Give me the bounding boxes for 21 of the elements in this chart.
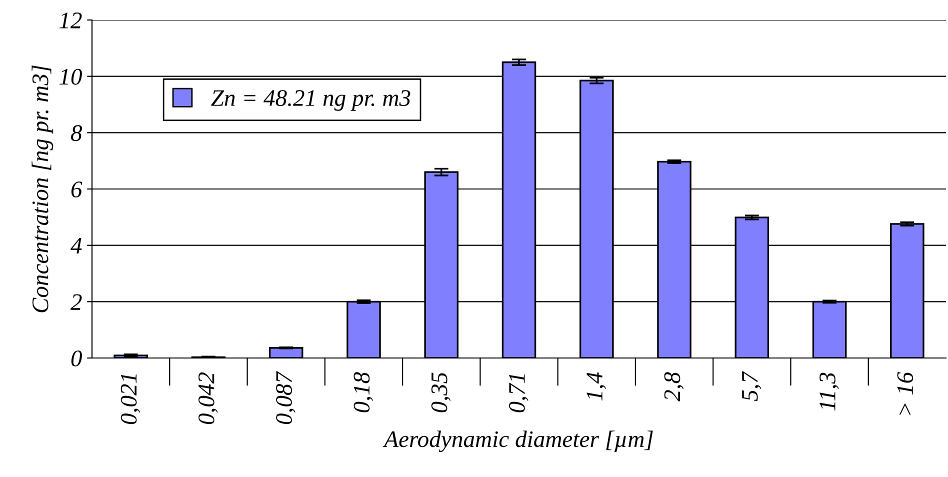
x-tick-label: 0,71 bbox=[508, 374, 528, 412]
x-tick-label: 5,7 bbox=[742, 371, 762, 402]
y-tick-label: 4 bbox=[70, 238, 82, 254]
y-tick-label: 6 bbox=[71, 182, 82, 198]
x-tick-label: 1,4 bbox=[586, 372, 606, 401]
x-tick-label: > 16 bbox=[897, 372, 914, 415]
y-tick-label: 0 bbox=[71, 350, 82, 366]
y-tick-label: 12 bbox=[60, 12, 82, 28]
x-tick-label: 0,042 bbox=[198, 372, 218, 424]
x-tick-label: 2,8 bbox=[664, 372, 684, 402]
y-tick-label: 10 bbox=[60, 68, 82, 85]
y-tick-label: 2 bbox=[70, 294, 82, 310]
y-tick-label: 8 bbox=[70, 125, 82, 142]
x-tick-label: 0,087 bbox=[276, 371, 296, 424]
legend-label: Zn = 48.21 ng pr. m3 bbox=[211, 90, 410, 111]
x-axis-title: Aerodynamic diameter [µm] bbox=[382, 430, 653, 452]
x-tick-label: 11,3 bbox=[820, 372, 839, 411]
x-tick-label: 0,021 bbox=[120, 374, 140, 424]
x-tick-label: 0,18 bbox=[354, 372, 374, 412]
x-tick-label: 0,35 bbox=[431, 372, 451, 412]
y-axis-title: Concentration [ng pr. m3] bbox=[32, 65, 54, 312]
